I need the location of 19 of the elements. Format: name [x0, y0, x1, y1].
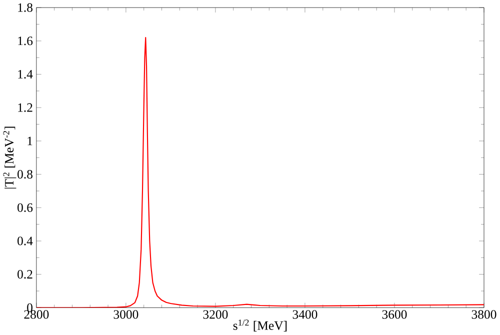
y-tick-label: 1.8 [18, 3, 32, 12]
y-axis-title: |T|$^{2}$ [MeV$^{-2}$] [3, 126, 16, 189]
x-tick-label: 3400 [292, 310, 318, 319]
y-tick-label: 0.4 [18, 236, 33, 246]
line-series [36, 37, 484, 308]
x-tick-label: 3000 [114, 310, 138, 319]
y-tick-label: 0.8 [18, 170, 32, 179]
x-tick-label: 3200 [203, 310, 228, 319]
y-tick-label: 1.6 [18, 36, 33, 46]
x-tick-label: 3600 [382, 310, 407, 319]
y-tick-label: 1.2 [18, 103, 32, 112]
y-tick-label: 0.2 [18, 270, 32, 279]
y-tick-label: 1.4 [18, 70, 33, 79]
y-tick-label: 1 [28, 136, 32, 146]
x-tick-label: 3800 [472, 310, 496, 319]
x-tick-label: 2800 [24, 310, 49, 319]
y-tick-label: 0.6 [18, 203, 33, 212]
x-axis-title: s$^{1/2}$ [MeV] [233, 320, 287, 332]
y-tick-label: 0 [27, 304, 32, 312]
